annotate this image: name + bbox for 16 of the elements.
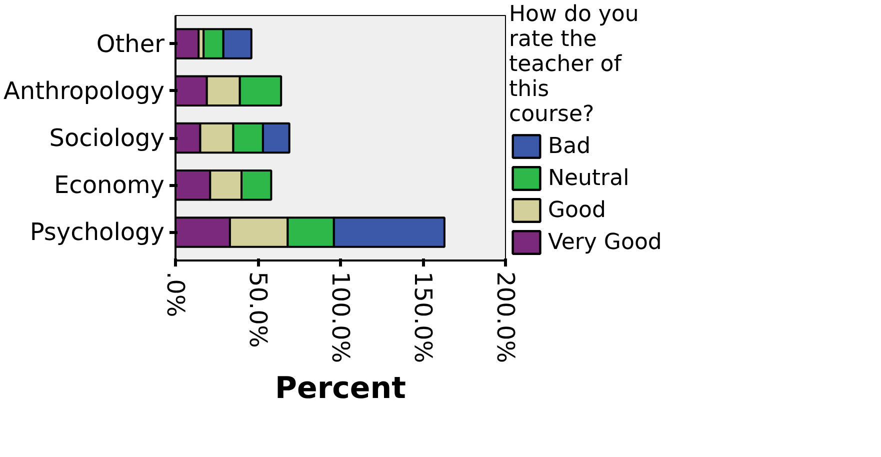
y-tick-label: Anthropology [4,76,165,105]
legend-label: Bad [548,134,591,158]
x-tick-label: 50.0% [244,272,272,348]
y-tick-label: Psychology [30,218,165,246]
y-tick-label: Sociology [49,124,165,152]
legend-label: Neutral [548,166,630,190]
legend-label: Good [548,198,606,222]
x-tick-label: 200.0% [492,272,520,364]
x-axis-title: Percent [275,371,406,406]
y-tick-label: Other [96,30,165,58]
x-tick-label: .0% [162,272,190,318]
x-tick-label: 150.0% [409,272,437,364]
legend-label: Very Good [548,230,662,254]
y-tick-label: Economy [54,171,165,200]
legend-title: How do you rate the teacher of this course? [509,2,640,127]
x-tick-label: 100.0% [326,272,354,364]
